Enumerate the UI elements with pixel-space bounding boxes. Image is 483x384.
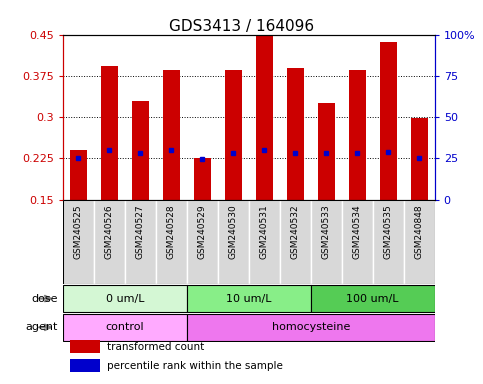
Bar	[404, 200, 435, 284]
Text: dose: dose	[31, 293, 58, 304]
Bar	[218, 200, 249, 284]
Bar	[132, 101, 149, 200]
Bar	[70, 359, 100, 372]
Bar	[380, 42, 397, 200]
Text: GDS3413 / 164096: GDS3413 / 164096	[169, 19, 314, 34]
Bar	[63, 200, 94, 284]
Bar	[156, 200, 187, 284]
Bar	[411, 118, 428, 200]
Text: GSM240528: GSM240528	[167, 204, 176, 258]
Text: 10 um/L: 10 um/L	[226, 293, 271, 304]
Bar	[70, 150, 87, 200]
Text: GSM240848: GSM240848	[415, 204, 424, 258]
Bar	[373, 200, 404, 284]
Bar	[101, 66, 118, 200]
Bar	[63, 313, 187, 341]
Text: GSM240526: GSM240526	[105, 204, 114, 258]
Text: GSM240531: GSM240531	[260, 204, 269, 259]
Text: homocysteine: homocysteine	[271, 322, 350, 333]
Text: GSM240529: GSM240529	[198, 204, 207, 258]
Bar	[318, 103, 335, 200]
Text: control: control	[105, 322, 144, 333]
Bar	[311, 200, 342, 284]
Bar	[70, 340, 100, 353]
Text: agent: agent	[26, 322, 58, 333]
Text: GSM240533: GSM240533	[322, 204, 331, 259]
Bar	[125, 200, 156, 284]
Bar	[342, 200, 373, 284]
Bar	[187, 313, 435, 341]
Bar	[256, 35, 273, 200]
Text: GSM240532: GSM240532	[291, 204, 300, 258]
Bar	[287, 68, 304, 200]
Bar	[225, 70, 242, 200]
Text: GSM240527: GSM240527	[136, 204, 145, 258]
Bar	[280, 200, 311, 284]
Text: GSM240525: GSM240525	[74, 204, 83, 258]
Bar	[349, 70, 366, 200]
Text: 100 um/L: 100 um/L	[346, 293, 399, 304]
Text: GSM240535: GSM240535	[384, 204, 393, 259]
Bar	[63, 285, 187, 313]
Bar	[311, 285, 435, 313]
Text: transformed count: transformed count	[107, 341, 205, 352]
Bar	[249, 200, 280, 284]
Bar	[187, 200, 218, 284]
Text: 0 um/L: 0 um/L	[105, 293, 144, 304]
Text: GSM240530: GSM240530	[229, 204, 238, 259]
Text: percentile rank within the sample: percentile rank within the sample	[107, 361, 284, 371]
Text: GSM240534: GSM240534	[353, 204, 362, 258]
Bar	[194, 159, 211, 200]
Bar	[163, 70, 180, 200]
Bar	[187, 285, 311, 313]
Bar	[94, 200, 125, 284]
